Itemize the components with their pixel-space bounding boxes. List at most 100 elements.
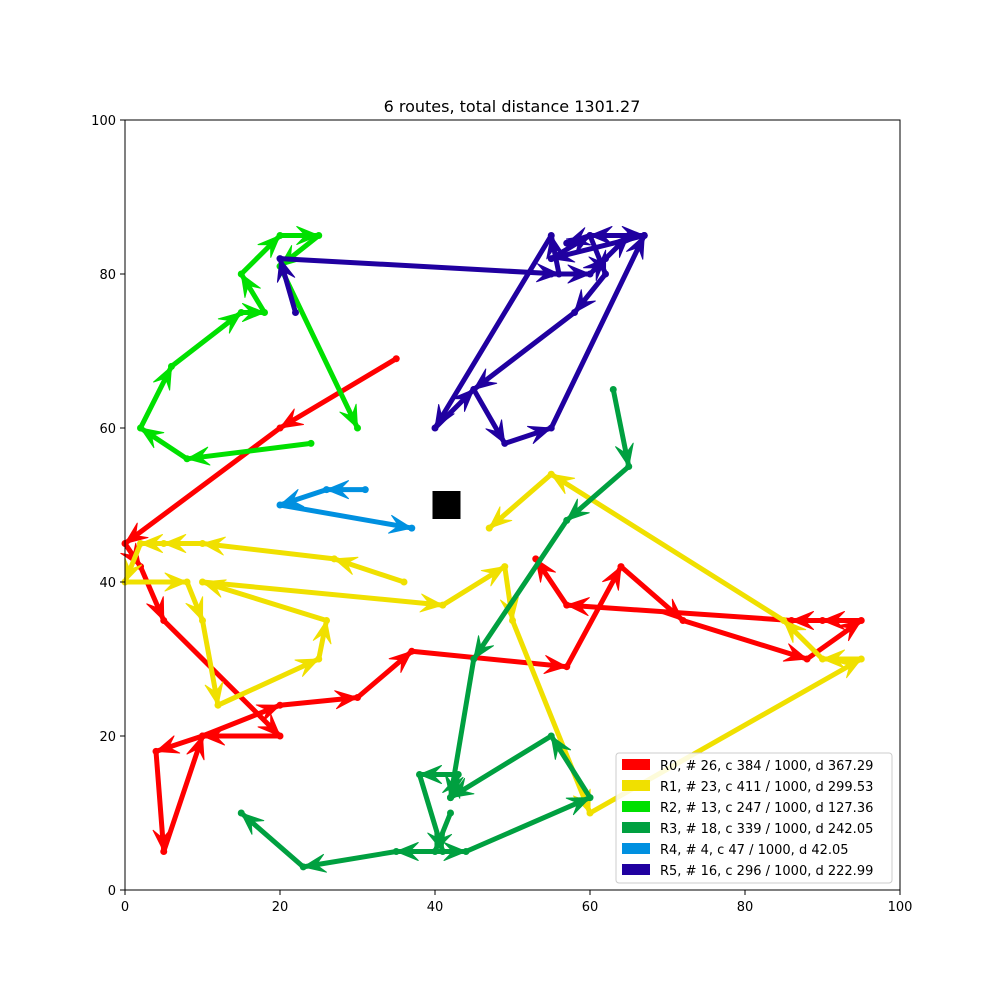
route-stop-point xyxy=(857,617,865,624)
route-arrowhead xyxy=(296,226,320,245)
route-stop-point xyxy=(137,424,144,432)
route-stop-point xyxy=(400,578,408,586)
route-arrowhead xyxy=(822,611,845,630)
route-stop-point xyxy=(237,809,245,817)
route-stop-point xyxy=(183,455,191,463)
route-stop-point xyxy=(586,270,594,278)
route-segment xyxy=(200,541,337,562)
route-arrowhead xyxy=(240,812,265,835)
legend-label: R3, # 18, c 339 / 1000, d 242.05 xyxy=(660,822,873,837)
route-stop-point xyxy=(276,732,284,740)
route-arrowhead xyxy=(626,235,645,260)
y-tick-label: 60 xyxy=(99,422,116,437)
route-stop-point xyxy=(803,655,811,663)
route-segment xyxy=(471,517,570,662)
route-arrowhead xyxy=(574,289,596,313)
route-segment xyxy=(300,849,399,870)
route-arrowhead xyxy=(153,365,172,391)
x-tick-label: 60 xyxy=(582,900,599,915)
route-stop-point xyxy=(307,439,315,447)
route-stop-point xyxy=(276,255,284,263)
route-arrowhead xyxy=(606,235,630,258)
route-stop-point xyxy=(609,386,617,393)
route-arrowhead xyxy=(240,273,261,298)
route-stop-point xyxy=(408,647,416,655)
route-stop-point xyxy=(586,794,594,802)
route-arrowhead xyxy=(276,258,296,283)
y-tick-label: 80 xyxy=(99,268,116,283)
route-stop-point xyxy=(586,232,594,239)
route-arrowhead xyxy=(546,235,565,260)
route-arrowhead xyxy=(257,235,281,258)
route-arrowhead xyxy=(419,765,442,784)
route-stop-point xyxy=(602,270,609,278)
route-stop-point xyxy=(276,424,284,432)
route-series xyxy=(137,226,361,466)
route-stop-point xyxy=(857,655,865,663)
route-stop-point xyxy=(586,809,594,817)
route-arrowhead xyxy=(565,797,591,816)
legend-swatch xyxy=(622,843,650,854)
route-stop-point xyxy=(470,386,478,393)
route-arrowhead xyxy=(124,522,149,544)
route-stop-point xyxy=(323,617,330,624)
legend-label: R0, # 26, c 384 / 1000, d 367.29 xyxy=(660,759,873,774)
route-stop-point xyxy=(431,424,439,432)
route-arrowhead xyxy=(782,643,808,662)
y-tick-label: 0 xyxy=(108,884,116,899)
route-arrowhead xyxy=(388,514,413,534)
route-arrowhead xyxy=(242,303,265,322)
depot-layer xyxy=(432,491,461,519)
y-tick-label: 100 xyxy=(91,114,116,129)
x-tick-label: 40 xyxy=(427,900,444,915)
route-stop-point xyxy=(625,232,633,239)
route-arrowhead xyxy=(589,226,613,245)
route-stop-point xyxy=(547,232,555,239)
route-stop-point xyxy=(640,232,648,239)
route-stop-point xyxy=(431,848,439,855)
route-stop-point xyxy=(323,486,330,494)
legend: R0, # 26, c 384 / 1000, d 367.29 R1, # 23… xyxy=(615,752,893,884)
route-stop-point xyxy=(168,362,175,370)
route-stop-point xyxy=(625,463,633,470)
route-segment xyxy=(277,502,415,531)
route-stop-point xyxy=(354,694,361,701)
route-arrowhead xyxy=(451,389,475,412)
route-stop-point xyxy=(354,424,361,432)
legend-swatch xyxy=(622,780,650,791)
route-stop-point xyxy=(160,540,168,547)
route-stop-point xyxy=(788,617,795,624)
route-arrowhead xyxy=(488,506,513,529)
legend-swatch xyxy=(622,864,650,875)
route-stop-point xyxy=(547,470,555,478)
y-tick-label: 20 xyxy=(99,730,116,745)
route-arrowhead xyxy=(186,735,205,761)
route-stop-point xyxy=(819,617,826,624)
route-segment xyxy=(277,256,562,277)
route-arrowhead xyxy=(279,408,305,429)
route-stop-point xyxy=(361,486,369,494)
route-stop-point xyxy=(160,848,168,855)
route-segment xyxy=(448,733,554,801)
route-stop-point xyxy=(501,563,509,571)
route-arrowhead xyxy=(294,658,320,677)
route-series xyxy=(276,480,416,534)
route-stop-point xyxy=(152,747,160,755)
route-arrowhead xyxy=(333,556,359,575)
routes-layer xyxy=(120,226,865,873)
route-segment xyxy=(161,618,283,739)
route-stop-point xyxy=(563,601,571,609)
route-arrowhead xyxy=(140,534,163,553)
route-arrowhead xyxy=(217,312,242,334)
route-stop-point xyxy=(292,309,299,316)
route-stop-point xyxy=(462,848,470,855)
route-arrowhead xyxy=(395,842,419,861)
plot-frame xyxy=(124,119,901,891)
route-stop-point xyxy=(679,617,687,624)
route-stop-point xyxy=(408,524,416,532)
route-segment xyxy=(200,618,221,708)
chart-title: 6 routes, total distance 1301.27 xyxy=(384,97,641,116)
route-arrowhead xyxy=(615,442,634,467)
route-arrowhead xyxy=(450,777,475,799)
route-arrowhead xyxy=(480,566,506,587)
